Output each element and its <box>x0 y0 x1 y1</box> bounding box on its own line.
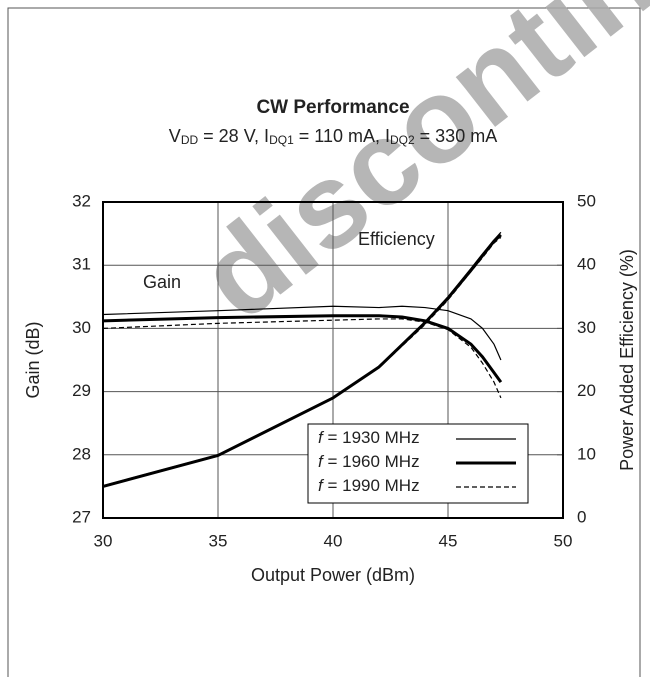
annotation: Efficiency <box>358 229 435 249</box>
y-tick-label: 30 <box>72 318 91 337</box>
x-tick-label: 30 <box>94 531 113 550</box>
y2-tick-label: 10 <box>577 444 596 463</box>
legend-label: f = 1930 MHz <box>318 428 420 447</box>
annotation: Gain <box>143 272 181 292</box>
y-tick-label: 32 <box>72 191 91 210</box>
legend-label: f = 1960 MHz <box>318 452 420 471</box>
subtitle-part: = 110 mA, I <box>294 126 390 146</box>
y2-tick-label: 30 <box>577 318 596 337</box>
chart-title: CW Performance <box>256 97 409 118</box>
subtitle-part: DD <box>181 133 199 147</box>
y2-tick-label: 0 <box>577 507 586 526</box>
legend-label: f = 1990 MHz <box>318 476 420 495</box>
y-tick-label: 27 <box>72 507 91 526</box>
watermark: discontinued <box>175 0 650 345</box>
y-tick-label: 28 <box>72 444 91 463</box>
y-tick-label: 29 <box>72 381 91 400</box>
series-line <box>102 318 502 399</box>
chart-subtitle: VDD = 28 V, IDQ1 = 110 mA, IDQ2 = 330 mA <box>169 126 497 147</box>
subtitle-part: = 28 V, I <box>198 126 269 146</box>
x-tick-label: 40 <box>324 531 343 550</box>
frame <box>7 7 641 677</box>
x-tick-label: 50 <box>554 531 573 550</box>
y-tick-label: 31 <box>72 255 91 274</box>
series-line <box>102 236 502 487</box>
x-axis-label: Output Power (dBm) <box>251 565 415 585</box>
y2-tick-label: 40 <box>577 255 596 274</box>
y2-tick-label: 50 <box>577 191 596 210</box>
plot-border <box>102 201 564 519</box>
subtitle-part: DQ2 <box>390 133 415 147</box>
series-line <box>102 305 502 361</box>
subtitle-part: DQ1 <box>269 133 294 147</box>
y-axis-label: Gain (dB) <box>23 321 43 398</box>
y2-tick-label: 20 <box>577 381 596 400</box>
y2-axis-label: Power Added Efficiency (%) <box>617 249 637 471</box>
x-tick-label: 35 <box>209 531 228 550</box>
subtitle-part: = 330 mA <box>415 126 498 146</box>
subtitle-part: V <box>169 126 181 146</box>
x-tick-label: 45 <box>439 531 458 550</box>
